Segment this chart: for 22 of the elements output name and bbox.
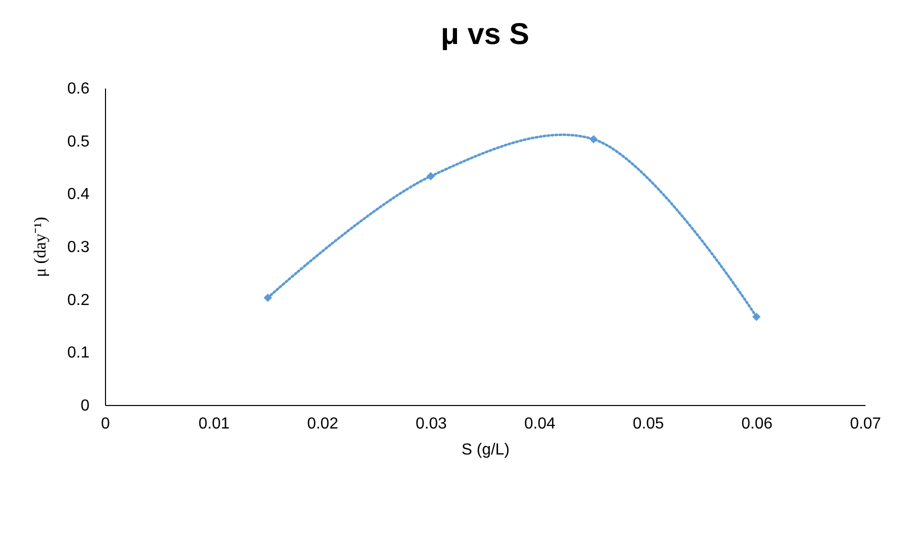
- x-tick-label: 0.04: [524, 416, 556, 432]
- chart-title: μ vs S: [440, 18, 530, 51]
- point: [589, 135, 598, 144]
- y-tick-label: 0.6: [67, 80, 90, 98]
- x-tick-label: 0.01: [198, 416, 230, 432]
- point: [426, 172, 435, 180]
- y-tick-label: 0.1: [67, 344, 90, 362]
- x-tick-label: 0.07: [850, 416, 882, 432]
- x-tick-label: 0.06: [741, 416, 773, 432]
- y-tick-label: 0.5: [67, 133, 90, 150]
- point: [752, 312, 761, 321]
- y-tick-label: 0.4: [67, 186, 90, 204]
- x-axis-title: S (g/L): [461, 442, 510, 458]
- y-tick-label: 0.3: [67, 239, 90, 256]
- y-axis-title: μ (day⁻¹): [30, 216, 50, 278]
- x-tick-label: 0.05: [632, 416, 664, 432]
- x-tick-label: 0.03: [416, 416, 447, 432]
- point: [264, 294, 272, 302]
- y-tick-label: 0.2: [67, 292, 90, 309]
- x-tick-label: 0: [101, 416, 110, 432]
- x-tick-label: 0.02: [307, 416, 338, 432]
- y-tick-label: 0: [80, 398, 90, 414]
